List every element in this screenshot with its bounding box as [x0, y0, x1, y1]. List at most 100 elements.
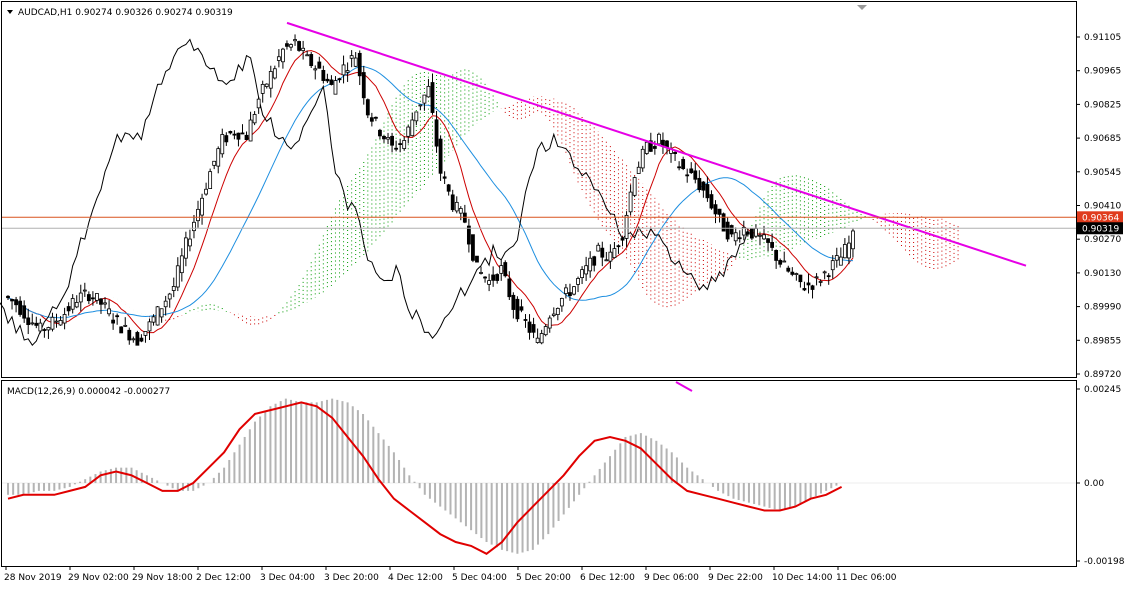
candle-body	[78, 292, 83, 303]
candle-body	[446, 184, 451, 192]
candle-body	[737, 237, 742, 240]
candle-body	[450, 194, 455, 211]
candle-body	[705, 184, 710, 199]
y-tick-label: 0.90965	[1084, 67, 1121, 77]
candle-body	[240, 132, 245, 135]
candle-body	[733, 232, 738, 242]
macd-y-tick-label: 0.00245	[1084, 385, 1121, 395]
candle-body	[22, 305, 27, 319]
candle-body	[135, 332, 140, 346]
candle-body	[596, 244, 601, 252]
candle-body	[632, 177, 637, 196]
candle-body	[604, 259, 609, 262]
candle-body	[838, 256, 843, 266]
x-tick-label: 5 Dec 20:00	[516, 573, 571, 583]
candle-body	[341, 64, 346, 76]
candle-body	[123, 324, 128, 327]
candle-body	[729, 225, 734, 235]
candle-body	[297, 41, 301, 51]
candle-body	[547, 317, 552, 329]
candle-body	[398, 143, 403, 145]
candle-body	[38, 322, 43, 332]
candle-body	[208, 171, 213, 189]
candle-body	[220, 134, 225, 155]
candle-body	[814, 276, 819, 279]
candle-body	[305, 54, 310, 57]
candle-body	[289, 44, 293, 48]
candle-body	[115, 315, 120, 318]
candle-body	[749, 228, 754, 239]
candle-body	[693, 170, 698, 180]
candle-body	[426, 85, 431, 98]
candle-body	[543, 326, 548, 336]
collapse-arrow-icon[interactable]	[7, 10, 13, 14]
candle-body	[818, 281, 823, 283]
trendline[interactable]	[286, 21, 1027, 267]
candle-body	[402, 140, 407, 149]
candle-body	[713, 204, 718, 215]
candle-body	[361, 72, 366, 99]
candle-body	[414, 111, 419, 122]
x-tick-label: 2 Dec 12:00	[196, 573, 251, 583]
x-tick-label: 11 Dec 06:00	[836, 573, 897, 583]
candle-body	[475, 255, 479, 263]
candle-body	[171, 286, 176, 291]
candle-body	[487, 280, 492, 285]
candle-body	[608, 251, 613, 262]
candle-body	[559, 298, 564, 307]
candle-body	[301, 47, 306, 51]
candle-body	[697, 177, 702, 191]
candle-body	[192, 221, 196, 232]
candle-body	[616, 245, 621, 248]
candle-body	[91, 297, 95, 300]
x-tick-label: 9 Dec 22:00	[708, 573, 763, 583]
candle-body	[495, 274, 500, 281]
x-tick-label: 29 Nov 18:00	[132, 573, 193, 583]
candle-body	[151, 316, 156, 323]
candle-body	[410, 119, 415, 137]
x-tick-label: 29 Nov 02:00	[68, 573, 129, 583]
candle-body	[479, 272, 483, 274]
candle-body	[224, 135, 229, 143]
x-tick-label: 9 Dec 06:00	[644, 573, 699, 583]
y-tick-label: 0.91105	[1084, 33, 1121, 43]
symbol-header: AUDCAD,H1 0.90274 0.90326 0.90274 0.9031…	[18, 8, 233, 18]
candle-body	[30, 322, 35, 325]
candle-body	[531, 324, 536, 333]
scroll-marker-icon[interactable]	[857, 5, 867, 10]
macd-signal-line	[7, 401, 843, 555]
candle-body	[499, 265, 504, 274]
candle-body	[523, 319, 528, 321]
candle-body	[709, 194, 714, 209]
chikou-line	[0, 38, 749, 346]
candle-body	[373, 116, 378, 119]
ichimoku-cloud	[149, 69, 959, 325]
candle-body	[386, 137, 390, 140]
candle-body	[268, 71, 273, 89]
x-tick-label: 28 Nov 2019	[4, 573, 62, 583]
candle-body	[778, 260, 783, 265]
candle-body	[770, 242, 774, 248]
candle-body	[555, 307, 560, 315]
candle-body	[584, 265, 589, 275]
candle-body	[244, 134, 249, 140]
y-tick-label: 0.90410	[1084, 202, 1121, 212]
candle-body	[454, 201, 459, 212]
y-tick-label: 0.90270	[1084, 235, 1121, 245]
candle-body	[758, 234, 762, 237]
candle-body	[143, 331, 148, 336]
candle-body	[10, 298, 14, 302]
candle-body	[317, 61, 322, 69]
candle-body	[576, 278, 580, 285]
candle-body	[107, 308, 111, 315]
candle-body	[349, 55, 354, 59]
macd-y-tick-label: -0.001984	[1084, 557, 1125, 567]
y-tick-label: 0.90545	[1084, 168, 1121, 178]
candle-body	[82, 289, 87, 292]
macd-header: MACD(12,26,9) 0.000042 -0.000277	[7, 387, 170, 397]
candle-body	[127, 329, 132, 341]
price-axis: 0.91105 0.90965 0.90825 0.90685 0.90545 0.904…	[1076, 33, 1121, 380]
candle-body	[491, 274, 496, 281]
candle-body	[167, 293, 172, 300]
